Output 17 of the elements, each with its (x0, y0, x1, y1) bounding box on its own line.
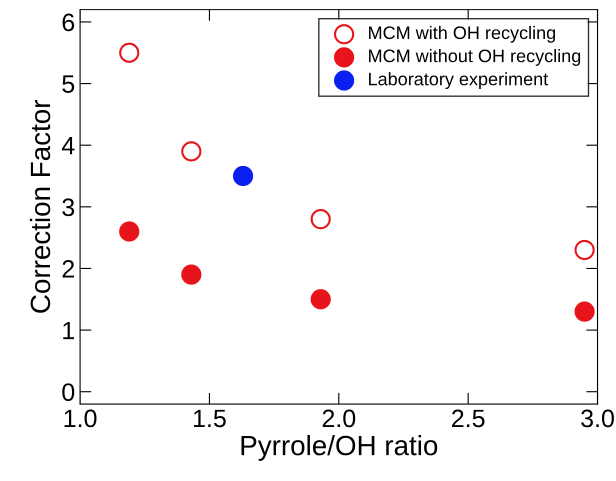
y-axis-title: Correction Factor (30, 100, 50, 313)
y-tick-label: 0 (62, 383, 74, 402)
x-tick-label: 3.0 (581, 410, 614, 428)
y-tick-label: 5 (62, 75, 74, 93)
y-tick-label: 6 (62, 14, 74, 32)
x-tick-label: 2.5 (452, 410, 484, 428)
x-tick-label: 2.0 (322, 410, 356, 428)
x-axis-title: Pyrrole/OH ratio (242, 434, 438, 461)
legend-label: MCM without OH recycling (369, 49, 580, 66)
y-tick-label: 3 (62, 198, 74, 216)
x-tick-label: 1.0 (64, 410, 96, 428)
x-tick-label: 1.5 (194, 410, 226, 428)
legend-label: Laboratory experiment (369, 72, 548, 89)
y-tick-label: 2 (62, 260, 74, 278)
y-tick-label: 1 (63, 322, 74, 340)
legend-label: MCM with OH recycling (369, 26, 556, 43)
y-tick-label: 4 (62, 137, 74, 154)
